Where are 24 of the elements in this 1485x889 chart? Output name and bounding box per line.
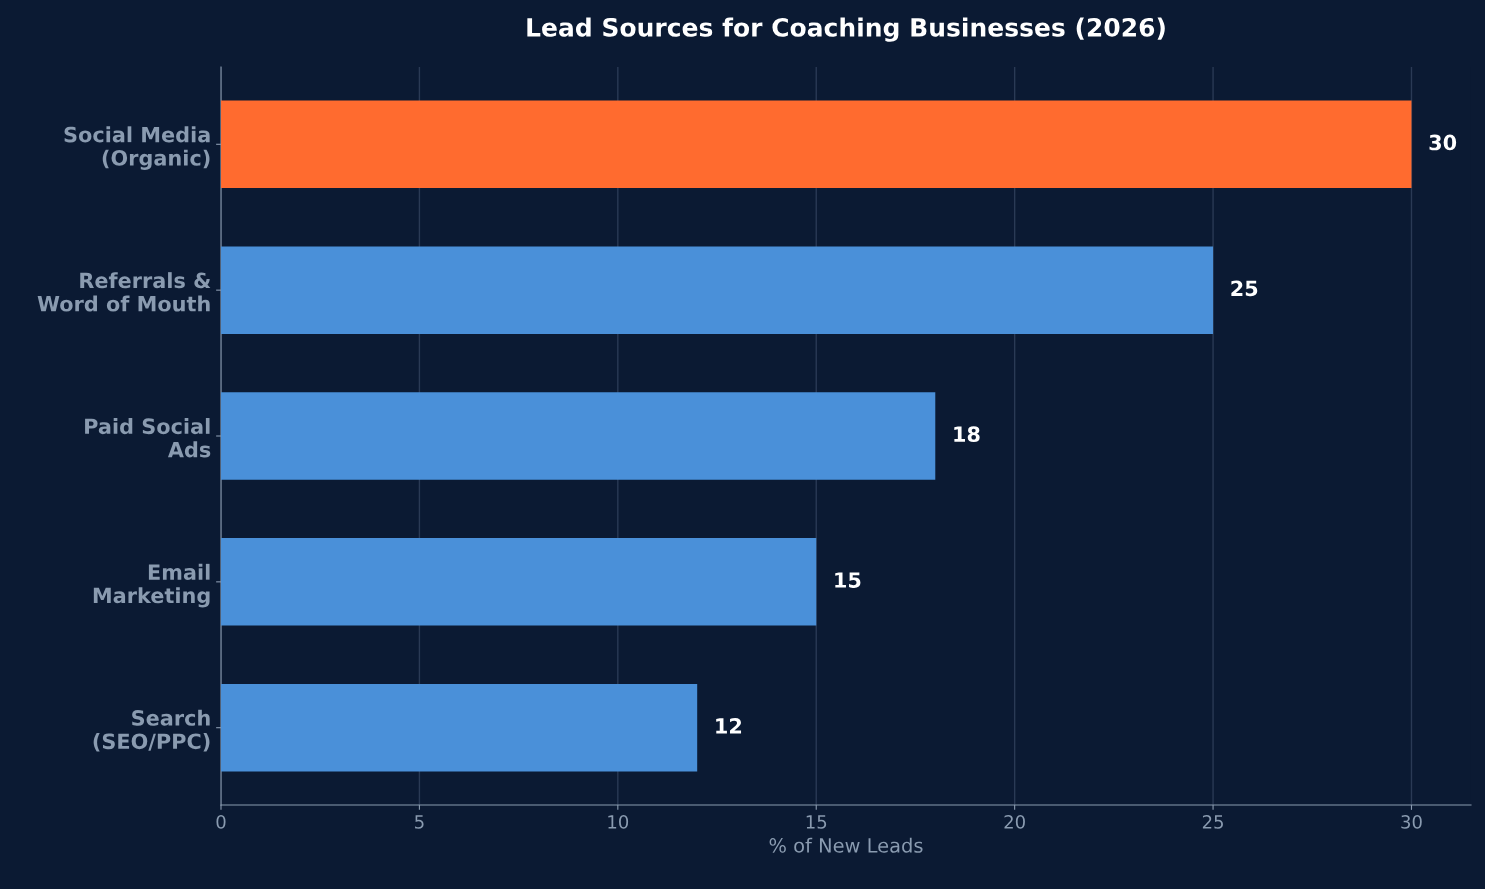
- data-label: 30: [1429, 134, 1457, 151]
- chart-title: Lead Sources for Coaching Businesses (2026): [527, 17, 1165, 42]
- bar: [221, 392, 936, 480]
- x-tick-label: 10: [608, 815, 629, 829]
- y-tick-label: Email Marketing: [93, 563, 210, 608]
- x-tick-label: 15: [806, 815, 827, 829]
- x-axis-title: % of New Leads: [769, 837, 923, 853]
- data-label: 18: [954, 426, 980, 443]
- x-tick-label: 20: [1004, 815, 1025, 829]
- y-tick-label: Search (SEO/PPC): [93, 709, 210, 752]
- y-tick-label: Social Media (Organic): [64, 126, 210, 170]
- bar: [221, 100, 1412, 189]
- y-tick-label: Paid Social Ads: [85, 418, 211, 458]
- bar: [221, 246, 1214, 334]
- data-label: 12: [716, 717, 742, 734]
- bar: [221, 538, 817, 626]
- x-tick-label: 25: [1202, 815, 1223, 829]
- x-tick-label: 0: [216, 815, 226, 829]
- bar: [221, 683, 698, 772]
- x-tick-label: 30: [1401, 815, 1422, 829]
- data-label: 15: [835, 572, 861, 588]
- data-label: 25: [1231, 280, 1258, 297]
- x-tick-label: 5: [415, 815, 424, 829]
- y-tick-label: Referrals & Word of Mouth: [37, 272, 211, 312]
